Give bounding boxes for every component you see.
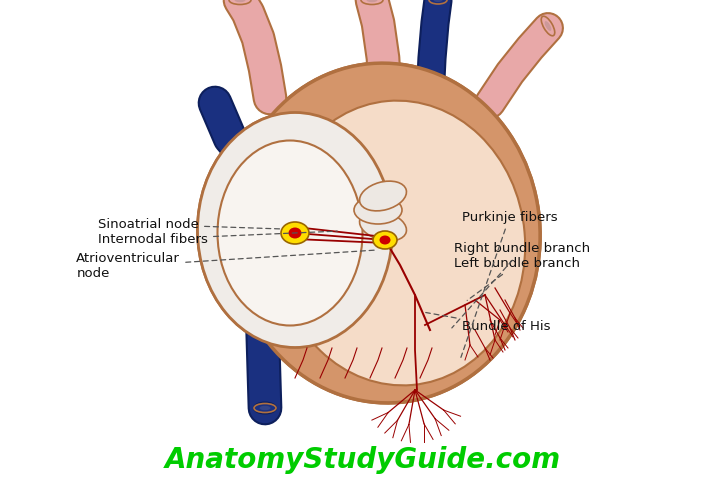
- Ellipse shape: [366, 0, 377, 2]
- Ellipse shape: [229, 0, 251, 4]
- Ellipse shape: [360, 181, 406, 211]
- Text: AnatomyStudyGuide.com: AnatomyStudyGuide.com: [165, 446, 561, 474]
- Text: Left bundle branch: Left bundle branch: [454, 257, 580, 300]
- Text: Internodal fibers: Internodal fibers: [98, 231, 337, 245]
- Ellipse shape: [217, 141, 363, 325]
- Text: Purkinje fibers: Purkinje fibers: [461, 211, 558, 357]
- Ellipse shape: [260, 406, 270, 410]
- Ellipse shape: [260, 406, 270, 410]
- Ellipse shape: [198, 113, 393, 347]
- Text: Right bundle branch: Right bundle branch: [452, 243, 590, 328]
- Ellipse shape: [361, 0, 383, 4]
- Ellipse shape: [429, 0, 447, 4]
- Ellipse shape: [289, 227, 302, 239]
- Ellipse shape: [254, 404, 276, 412]
- Ellipse shape: [354, 196, 402, 224]
- Text: Atrioventricular
node: Atrioventricular node: [76, 250, 374, 280]
- Ellipse shape: [373, 231, 397, 249]
- Ellipse shape: [281, 222, 309, 244]
- Ellipse shape: [542, 16, 555, 36]
- Ellipse shape: [433, 0, 443, 2]
- Ellipse shape: [230, 63, 540, 403]
- Ellipse shape: [369, 206, 398, 250]
- Ellipse shape: [364, 190, 392, 236]
- Ellipse shape: [217, 141, 363, 325]
- Ellipse shape: [275, 101, 525, 386]
- Ellipse shape: [254, 403, 276, 413]
- Ellipse shape: [235, 0, 246, 2]
- Text: Sinoatrial node: Sinoatrial node: [98, 218, 280, 231]
- Ellipse shape: [275, 101, 525, 386]
- Ellipse shape: [198, 113, 393, 347]
- Ellipse shape: [370, 176, 400, 220]
- Text: Bundle of His: Bundle of His: [426, 312, 550, 333]
- Ellipse shape: [379, 236, 390, 244]
- Ellipse shape: [230, 63, 540, 403]
- Ellipse shape: [545, 21, 551, 31]
- Ellipse shape: [360, 211, 406, 241]
